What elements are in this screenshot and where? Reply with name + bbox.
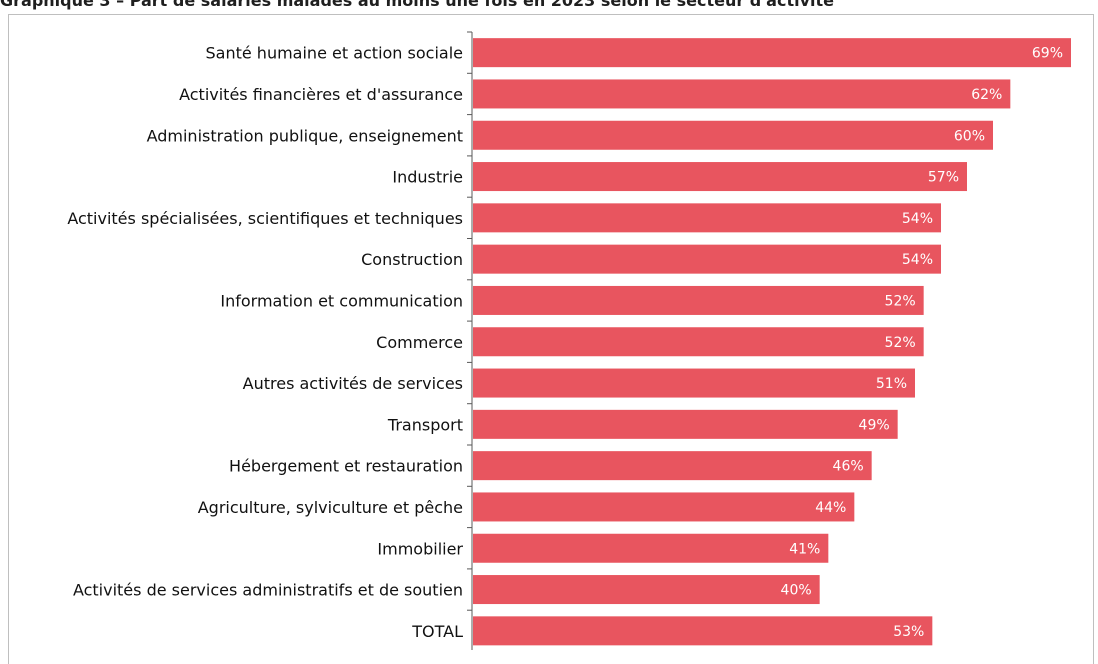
category-label-1: Activités financières et d'assurance [179,85,463,104]
bar-8 [473,369,915,398]
category-label-12: Immobilier [377,539,463,558]
value-label-9: 49% [859,417,890,433]
bar-chart: Santé humaine et action sociale 69% Activi… [0,0,1098,650]
value-label-0: 69% [1032,46,1063,62]
value-label-6: 52% [885,293,916,309]
bar-4 [473,203,941,232]
category-label-14: TOTAL [411,622,463,641]
value-label-13: 40% [781,583,812,599]
category-label-6: Information et communication [220,291,463,310]
value-label-8: 51% [876,376,907,392]
bar-14 [473,616,932,645]
bar-3 [473,162,967,191]
category-label-11: Agriculture, sylviculture et pêche [198,498,463,517]
category-label-5: Construction [361,250,463,269]
value-label-1: 62% [971,87,1002,103]
value-label-4: 54% [902,211,933,227]
bar-2 [473,121,993,150]
category-label-9: Transport [387,415,463,434]
bar-0 [473,38,1071,67]
bar-5 [473,245,941,274]
category-label-10: Hébergement et restauration [229,457,463,476]
category-label-7: Commerce [376,333,463,352]
category-label-13: Activités de services administratifs et … [73,581,463,600]
bar-10 [473,451,872,480]
value-label-14: 53% [893,624,924,640]
category-label-2: Administration publique, enseignement [147,126,463,145]
value-label-7: 52% [885,335,916,351]
category-label-4: Activités spécialisées, scientifiques et… [67,209,463,228]
bar-11 [473,492,854,521]
value-label-12: 41% [789,541,820,557]
category-label-3: Industrie [392,168,463,187]
bar-13 [473,575,820,604]
bar-1 [473,79,1010,108]
bar-12 [473,534,828,563]
bar-7 [473,327,924,356]
value-label-5: 54% [902,252,933,268]
value-label-11: 44% [815,500,846,516]
bar-9 [473,410,898,439]
value-label-10: 46% [833,459,864,475]
category-label-0: Santé humaine et action sociale [206,44,464,63]
bar-6 [473,286,924,315]
value-label-3: 57% [928,170,959,186]
category-label-8: Autres activités de services [243,374,463,393]
value-label-2: 60% [954,128,985,144]
